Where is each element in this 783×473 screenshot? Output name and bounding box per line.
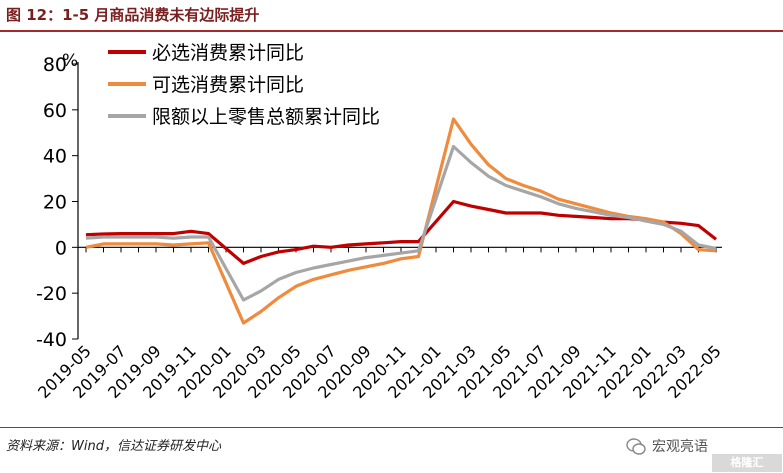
- y-tick-label: 60: [43, 100, 67, 122]
- y-tick-label: 40: [43, 146, 67, 168]
- source-note: 资料来源：Wind，信达证券研发中心: [6, 439, 221, 454]
- gelonghui-logo: 格隆汇: [712, 454, 782, 472]
- series-line-1: [85, 199, 717, 265]
- y-tick-label: -40: [36, 329, 67, 351]
- y-tick-label: 0: [55, 237, 67, 259]
- y-tick-label: 80: [43, 54, 67, 76]
- y-tick-label: 20: [43, 192, 67, 214]
- wechat-icon: [626, 438, 646, 455]
- watermark-text: 宏观亮语: [652, 439, 708, 455]
- y-unit-label: %: [62, 51, 78, 71]
- series-line-2: [85, 117, 717, 325]
- footer-divider: [0, 427, 783, 428]
- legend-label: 可选消费累计同比: [152, 74, 304, 96]
- chart-series: [85, 117, 717, 325]
- series-line-3: [85, 144, 717, 302]
- line-chart: -40-20020406080%2019-052019-072019-09201…: [34, 42, 725, 402]
- chart-axes: -40-20020406080%2019-052019-072019-09201…: [34, 51, 725, 402]
- legend-label: 限额以上零售总额累计同比: [152, 106, 380, 128]
- title-divider: [0, 30, 783, 32]
- y-tick-label: -20: [36, 283, 67, 305]
- figure-title: 图 12：1-5 月商品消费未有边际提升: [6, 6, 260, 24]
- legend-label: 必选消费累计同比: [152, 42, 304, 64]
